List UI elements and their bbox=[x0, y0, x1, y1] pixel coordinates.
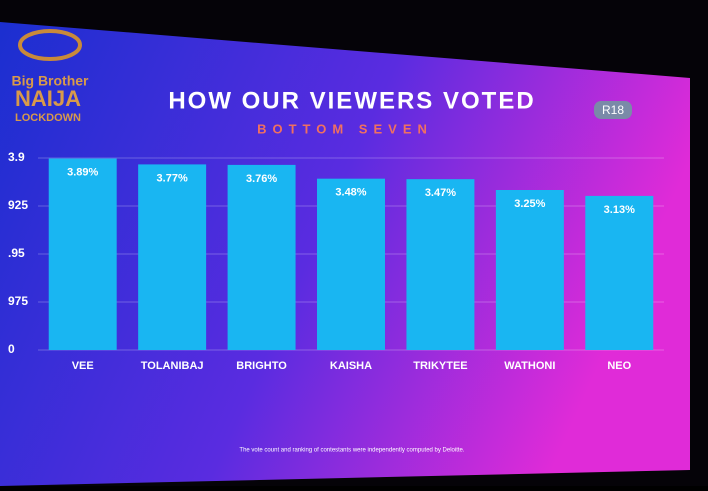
chart-subtitle: BOTTOM SEVEN bbox=[257, 121, 433, 136]
x-tick-label: BRIGHTO bbox=[236, 360, 287, 372]
bar bbox=[48, 158, 117, 350]
logo-text: LOCKDOWN bbox=[15, 112, 81, 124]
x-tick-label: VEE bbox=[72, 360, 94, 372]
value-label: 3.25% bbox=[514, 198, 545, 210]
bar bbox=[495, 190, 564, 350]
value-label: 3.76% bbox=[246, 173, 277, 185]
y-tick-label: 925 bbox=[8, 198, 28, 212]
value-label: 3.13% bbox=[604, 204, 635, 216]
logo: Big Brother NAIJA LOCKDOWN bbox=[12, 29, 90, 124]
x-tick-label: WATHONI bbox=[504, 360, 555, 372]
x-tick-label: TRIKYTEE bbox=[413, 360, 467, 372]
value-label: 3.48% bbox=[335, 187, 366, 199]
value-label: 3.47% bbox=[425, 187, 456, 199]
badge bbox=[594, 101, 632, 119]
badge-text: R18 bbox=[602, 103, 624, 117]
x-tick-label: NEO bbox=[607, 360, 631, 372]
x-tick-label: TOLANIBAJ bbox=[141, 360, 204, 372]
value-label: 3.77% bbox=[157, 172, 188, 184]
y-tick-label: .95 bbox=[8, 246, 25, 260]
y-tick-label: 3.9 bbox=[8, 150, 25, 164]
bar bbox=[138, 164, 207, 350]
logo-eye bbox=[18, 29, 82, 61]
logo-text: NAIJA bbox=[15, 86, 81, 111]
y-tick-label: 975 bbox=[8, 294, 28, 308]
bar bbox=[406, 179, 475, 350]
logo-text: Big Brother bbox=[12, 73, 90, 89]
value-label: 3.89% bbox=[67, 166, 98, 178]
y-tick-label: 0 bbox=[8, 342, 15, 356]
footnote: The vote count and ranking of contestant… bbox=[239, 448, 464, 454]
bar bbox=[585, 195, 654, 350]
bar bbox=[317, 178, 385, 350]
bar bbox=[227, 164, 296, 350]
chart-title: HOW OUR VIEWERS VOTED bbox=[168, 87, 535, 114]
x-tick-label: KAISHA bbox=[330, 360, 372, 372]
